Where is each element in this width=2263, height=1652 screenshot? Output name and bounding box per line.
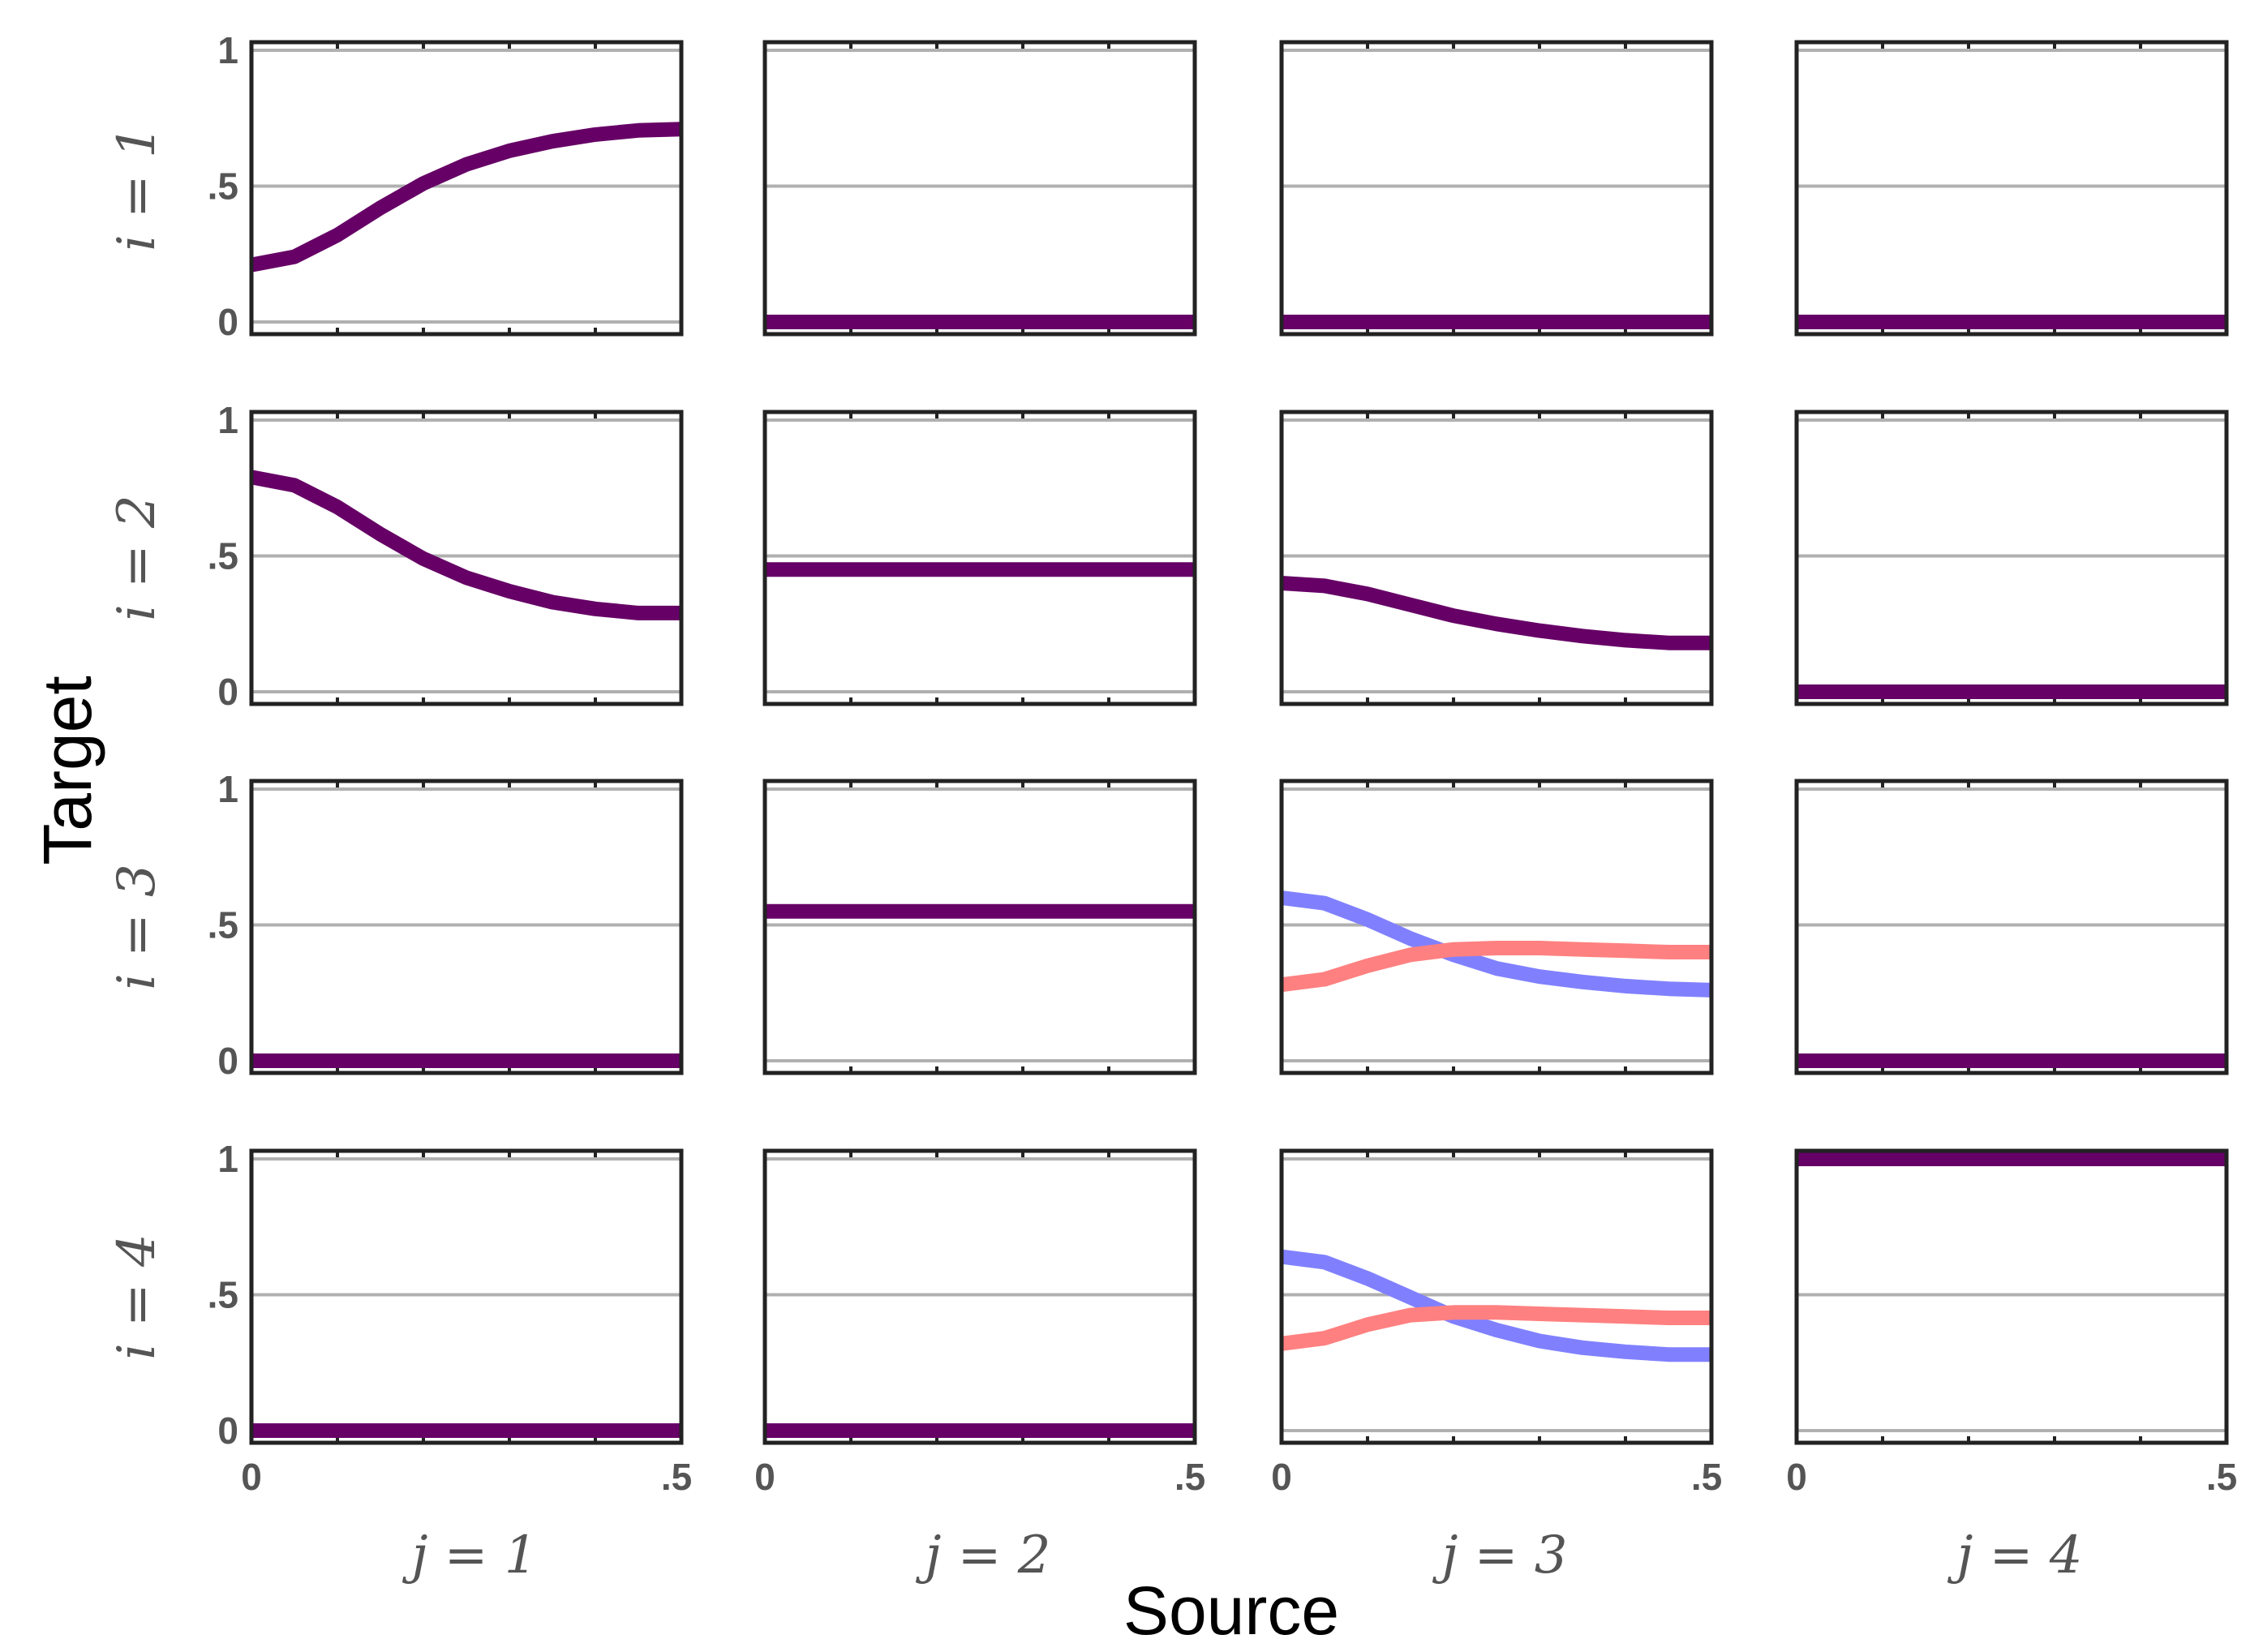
row-label: i = 4 xyxy=(107,1234,167,1360)
panel-r2-c4 xyxy=(1794,410,2229,706)
y-tick-label: 0 xyxy=(217,301,238,343)
panel-frame xyxy=(762,40,1197,337)
panel-frame xyxy=(1279,40,1714,337)
panel-r3-c2 xyxy=(762,779,1197,1075)
series-line-blue xyxy=(1280,890,1712,998)
panel-frame xyxy=(249,1148,684,1445)
column-label: j = 4 xyxy=(1947,1525,2083,1585)
panel-frame xyxy=(1794,1148,2229,1445)
series-line-single xyxy=(250,122,682,272)
y-tick-label: .5 xyxy=(208,165,238,208)
panel-r3-c1: 0 .5 1 i = 3 xyxy=(107,768,684,1082)
panel-r2-c1: 0 .5 1 i = 2 xyxy=(107,399,684,713)
column-label: j = 2 xyxy=(916,1525,1051,1585)
panel-r1-c2 xyxy=(762,40,1197,337)
y-tick-label: 1 xyxy=(217,399,238,441)
y-tick-label: 0 xyxy=(217,1410,238,1452)
y-axis-title: Target xyxy=(29,676,105,865)
panel-r4-c4: 0 .5 j = 4 xyxy=(1786,1148,2237,1585)
panel-r4-c2: 0 .5 j = 2 xyxy=(754,1148,1205,1585)
x-tick-label: .5 xyxy=(1691,1456,1722,1498)
x-tick-label: .5 xyxy=(661,1456,692,1498)
series-line-red xyxy=(1280,1305,1711,1351)
panel-frame xyxy=(762,1148,1197,1445)
column-label: j = 3 xyxy=(1432,1525,1568,1585)
row-label: i = 2 xyxy=(107,495,167,621)
panel-r2-c2 xyxy=(762,410,1197,706)
panel-frame xyxy=(762,779,1197,1075)
series-line-single xyxy=(1281,576,1711,650)
panel-frame xyxy=(249,410,684,706)
x-tick-label: 0 xyxy=(1786,1456,1807,1498)
y-tick-label: .5 xyxy=(208,904,238,946)
x-tick-label: 0 xyxy=(241,1456,262,1498)
row-label: i = 1 xyxy=(107,125,167,251)
y-tick-label: .5 xyxy=(208,535,238,577)
panel-r1-c3 xyxy=(1279,40,1714,337)
panel-frame xyxy=(1794,410,2229,706)
y-tick-label: 1 xyxy=(217,1138,238,1180)
panel-frame xyxy=(762,410,1197,706)
panel-r4-c1: 0 .5 1 i = 4 0 .5 j = 1 xyxy=(107,1138,692,1585)
panel-r4-c3: 0 .5 j = 3 xyxy=(1271,1148,1722,1585)
panel-frame xyxy=(1279,1148,1714,1445)
x-axis-title: Source xyxy=(1123,1573,1339,1649)
x-tick-label: .5 xyxy=(2206,1456,2237,1498)
panel-frame xyxy=(249,40,684,337)
series-line-single xyxy=(250,470,681,620)
x-tick-label: .5 xyxy=(1174,1456,1205,1498)
row-label: i = 3 xyxy=(107,864,167,990)
y-tick-label: 0 xyxy=(217,1040,238,1082)
column-label: j = 1 xyxy=(402,1525,538,1585)
panel-frame xyxy=(249,779,684,1075)
panel-r3-c3 xyxy=(1279,779,1714,1075)
panel-frame xyxy=(1794,40,2229,337)
series-line-red xyxy=(1280,941,1711,993)
x-tick-label: 0 xyxy=(754,1456,775,1498)
panel-frame xyxy=(1279,779,1714,1075)
panel-r1-c4 xyxy=(1794,40,2229,337)
panel-r2-c3 xyxy=(1279,410,1714,706)
y-tick-label: 0 xyxy=(217,671,238,713)
y-tick-label: 1 xyxy=(217,29,238,71)
y-tick-label: 1 xyxy=(217,768,238,810)
series-line-blue xyxy=(1280,1249,1711,1362)
y-tick-label: .5 xyxy=(208,1274,238,1316)
panel-frame xyxy=(1794,779,2229,1075)
panel-grid: 0 .5 1 i = 1 0 .5 1 i = 2 0 .5 1 i = 3 0 .5 1 i = 4 0 .5 j… xyxy=(107,29,2237,1585)
panel-r1-c1: 0 .5 1 i = 1 xyxy=(107,29,684,343)
panel-r3-c4 xyxy=(1794,779,2229,1075)
x-tick-label: 0 xyxy=(1271,1456,1292,1498)
panel-frame xyxy=(1279,410,1714,706)
